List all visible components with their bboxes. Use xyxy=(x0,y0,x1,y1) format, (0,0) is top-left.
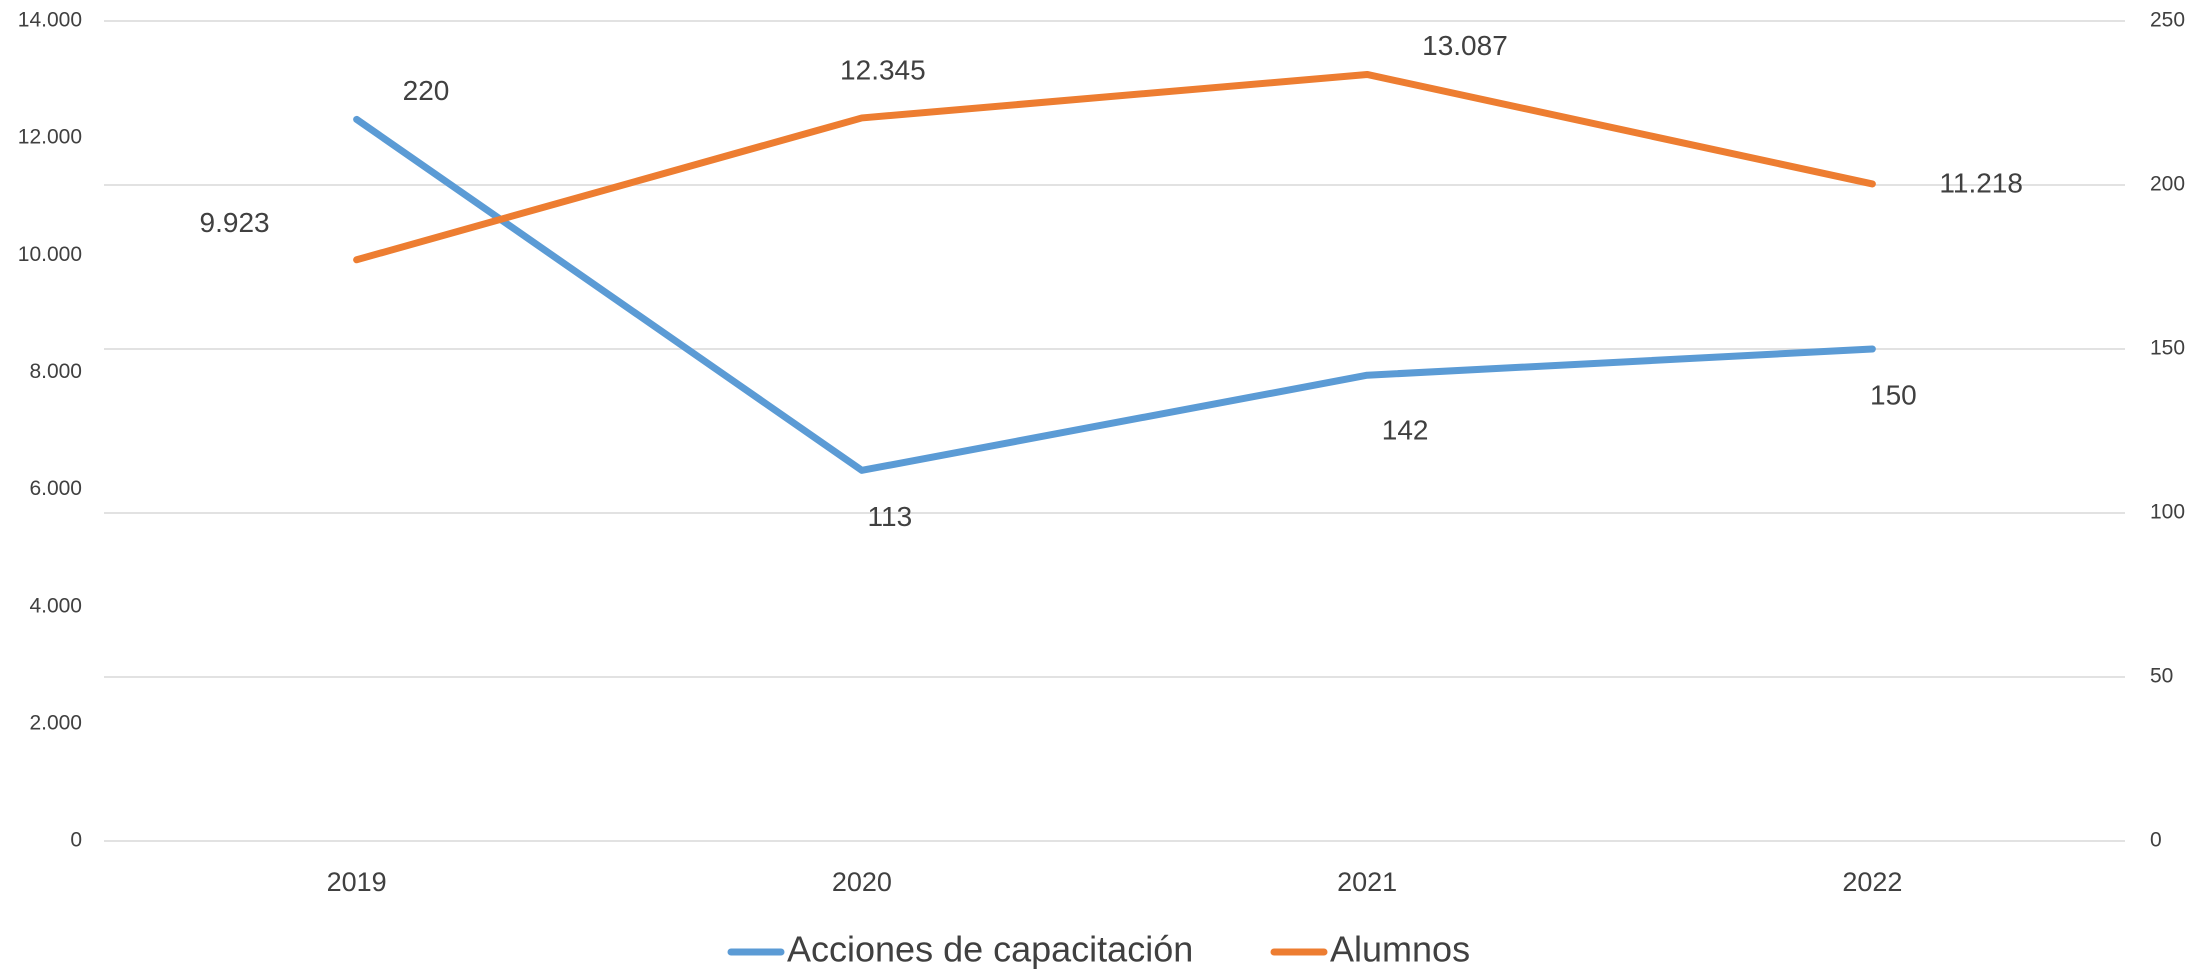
data-label: 220 xyxy=(403,75,450,106)
x-tick-label: 2020 xyxy=(832,867,892,897)
y-tick-label: 2.000 xyxy=(29,711,82,734)
y-tick-label: 12.000 xyxy=(18,126,82,149)
legend-label: Acciones de capacitación xyxy=(787,929,1193,970)
series-line xyxy=(353,115,1876,474)
data-label: 150 xyxy=(1870,379,1917,410)
x-tick-label: 2022 xyxy=(1842,867,1902,897)
x-tick-label: 2019 xyxy=(327,867,387,897)
y-tick-label: 14.000 xyxy=(18,9,82,32)
y2-tick-label: 100 xyxy=(2150,501,2185,524)
legend-label: Alumnos xyxy=(1330,929,1470,970)
y-tick-label: 4.000 xyxy=(29,594,82,617)
y2-tick-label: 250 xyxy=(2150,9,2185,32)
data-label: 11.218 xyxy=(1939,167,2023,198)
series-line xyxy=(353,70,1876,264)
data-label: 113 xyxy=(868,501,913,532)
data-label: 12.345 xyxy=(840,54,926,85)
y2-tick-label: 50 xyxy=(2150,665,2173,688)
y-tick-label: 0 xyxy=(70,829,82,852)
y-tick-label: 6.000 xyxy=(29,477,82,500)
x-tick-label: 2021 xyxy=(1337,867,1397,897)
y2-tick-label: 0 xyxy=(2150,829,2162,852)
data-label: 13.087 xyxy=(1422,30,1508,61)
y2-tick-label: 150 xyxy=(2150,337,2185,360)
data-label: 9.923 xyxy=(200,207,270,238)
data-label: 142 xyxy=(1382,415,1429,446)
y-tick-label: 10.000 xyxy=(18,243,82,266)
y-tick-label: 8.000 xyxy=(29,360,82,383)
y2-tick-label: 200 xyxy=(2150,173,2185,196)
